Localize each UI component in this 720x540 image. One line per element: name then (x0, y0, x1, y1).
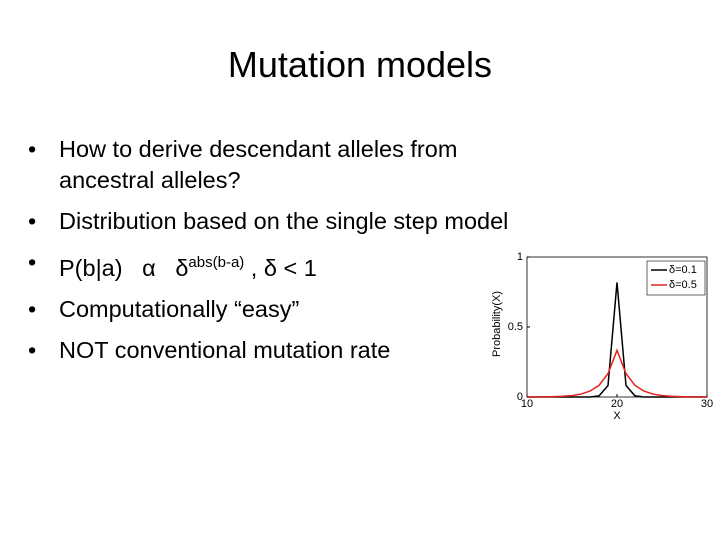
superscript: abs(b-a) (188, 254, 245, 271)
x-axis-label: X (613, 410, 621, 422)
bullet: P(b|a) α δabs(b-a) , δ < 1 (28, 247, 558, 284)
legend-label: δ=0.1 (669, 264, 697, 276)
y-tick-label: 0 (517, 391, 523, 403)
y-tick-label: 1 (517, 251, 523, 263)
formula-tail: , δ < 1 (244, 255, 317, 281)
bullet: Computationally “easy” (28, 294, 558, 325)
x-tick-label: 30 (701, 398, 713, 410)
formula: P(b|a) α δ (59, 255, 189, 281)
data-line (527, 282, 707, 398)
data-line (526, 348, 708, 398)
bullet-list: How to derive descendant alleles from an… (28, 134, 558, 376)
legend-box (646, 260, 706, 296)
bullet: NOT conventional mutation rate (28, 335, 558, 366)
legend-label: δ=0.5 (669, 279, 697, 291)
slide-title: Mutation models (227, 44, 493, 85)
y-axis-label: Probability(X) (491, 291, 503, 357)
bullet: How to derive descendant alleles from an… (28, 134, 558, 196)
y-tick-label: 0.5 (508, 321, 523, 333)
x-tick-label: 10 (521, 398, 533, 410)
x-tick-label: 20 (611, 398, 623, 410)
bullet: Distribution based on the single step mo… (28, 206, 558, 237)
